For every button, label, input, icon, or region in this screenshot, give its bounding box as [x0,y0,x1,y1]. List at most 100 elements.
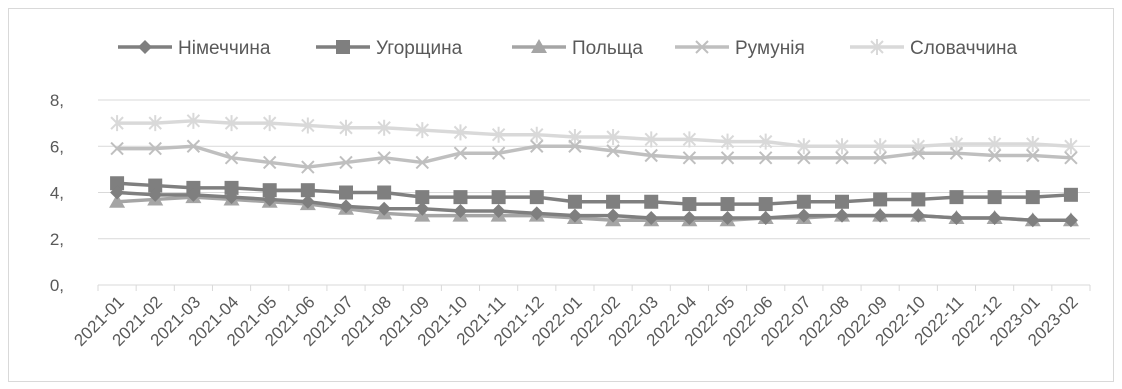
data-point [415,201,430,216]
data-point [606,208,621,223]
data-point [796,194,811,209]
data-point [415,122,430,139]
data-point [339,199,353,214]
data-point [873,208,888,223]
data-point [491,126,506,143]
data-point [453,146,468,160]
data-point [797,151,811,165]
data-point [300,183,315,198]
data-point [415,155,430,170]
data-point [529,206,544,221]
data-point [1063,213,1078,228]
data-point [453,204,468,218]
data-point [987,210,1002,225]
data-point [1026,135,1040,152]
data-point [224,190,239,205]
data-point [109,193,126,208]
legend-item: Румунія [675,38,805,59]
data-point [262,155,277,170]
legend-marker [531,39,547,53]
series-5 [110,112,1078,155]
data-point [1063,187,1078,202]
data-point [148,178,163,193]
data-point [606,144,620,158]
data-point [911,208,926,223]
data-point [567,194,582,209]
data-point [835,138,849,155]
data-point [491,146,506,160]
y-tick-label: 6, [50,137,64,156]
data-point [301,117,315,134]
data-point [873,192,888,207]
data-point [835,151,849,165]
data-point [262,192,277,207]
legend-item: Словаччина [850,38,1018,59]
y-tick-label: 8, [50,91,64,110]
data-point [110,185,125,200]
data-point [224,151,239,165]
data-point [186,187,201,202]
data-point [377,119,391,136]
data-point [682,151,697,165]
legend-label: Польща [572,38,643,59]
series-line [117,144,1072,169]
data-point [644,131,658,148]
data-point [148,187,163,202]
data-point [682,197,697,212]
legend-label: Німеччина [178,38,271,59]
data-point [758,210,773,225]
data-point [606,129,620,145]
data-point [644,148,658,163]
data-point [110,115,124,132]
data-point [301,160,315,174]
y-tick-label: 0, [50,276,64,295]
data-point [224,180,239,195]
data-point [377,185,392,200]
data-point [720,210,735,225]
data-point [797,138,811,155]
legend-label: Румунія [735,38,805,59]
data-point [987,190,1002,205]
data-point [987,148,1002,163]
data-point [529,190,544,205]
legend-marker [138,40,152,54]
data-point [644,194,659,209]
data-point [453,124,468,141]
data-point [1064,151,1078,165]
data-point [796,208,811,223]
legend: Німеччина Угорщина Польща Румунія Словаччина [118,38,1018,59]
data-point [758,151,773,165]
data-point [606,194,621,209]
data-point [682,131,697,148]
data-point [1025,190,1040,205]
series-line [116,190,1071,222]
legend-marker [870,39,884,55]
data-point [262,183,277,198]
data-point [186,112,201,129]
data-point [568,139,582,153]
data-point [949,146,964,160]
data-point [262,115,277,132]
data-point [911,146,926,160]
data-point [530,139,544,153]
data-point [758,133,773,150]
legend-item: Німеччина [118,38,271,59]
data-point [911,192,926,207]
data-point [453,190,468,205]
legend-label: Словаччина [910,38,1018,59]
series-line [117,119,1072,148]
data-point [148,115,162,132]
data-point [720,151,735,165]
data-point [339,155,353,170]
data-point [720,197,735,212]
data-point [835,194,849,209]
data-point [682,210,697,225]
series-3 [109,189,1079,227]
legend-marker [695,40,709,54]
series-2 [110,176,1078,212]
series-1 [110,185,1078,228]
data-point [377,151,391,165]
legend-item: Угорщина [316,38,463,59]
data-point [491,190,506,205]
